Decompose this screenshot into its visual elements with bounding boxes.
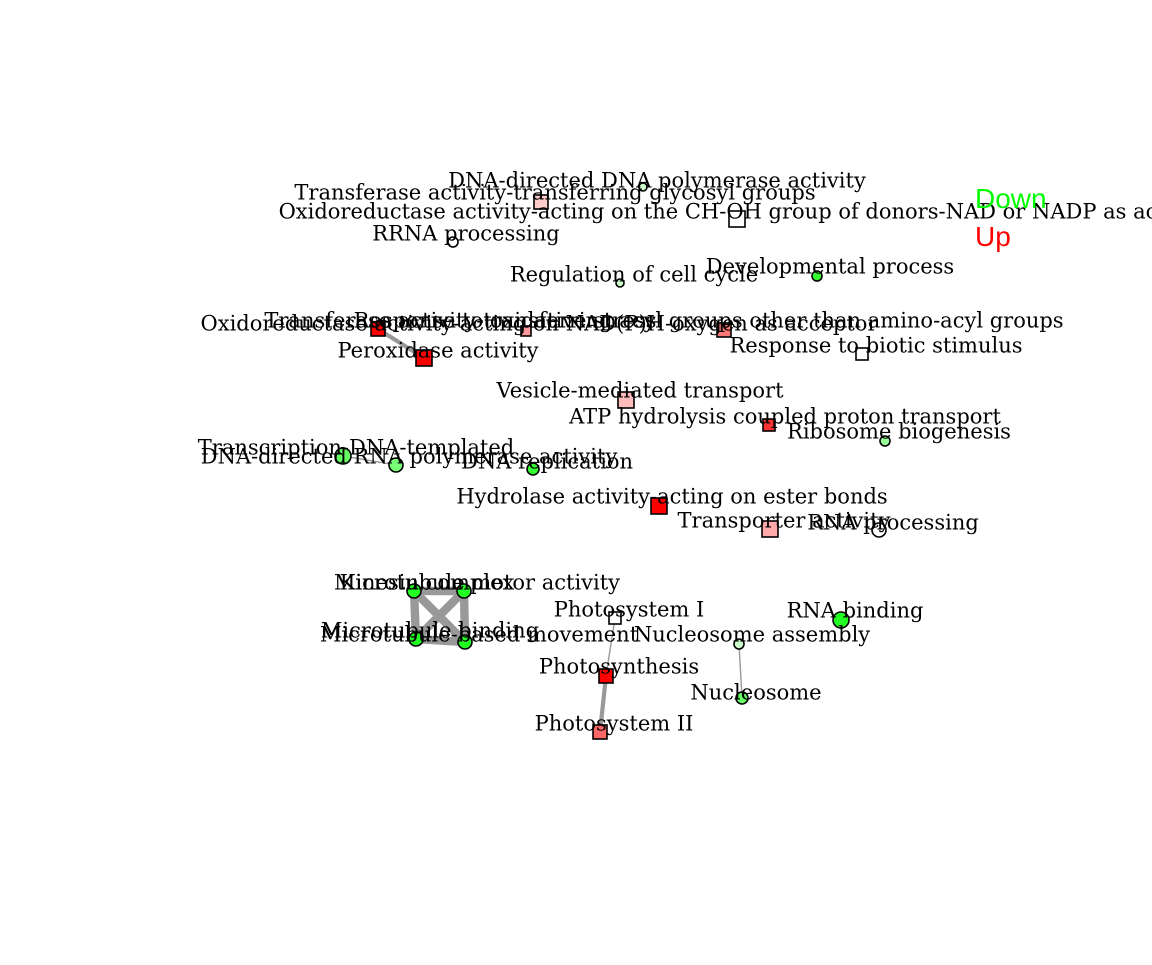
label-rna_proc: RNA processing bbox=[807, 511, 979, 535]
label-photosystem1: Photosystem I bbox=[554, 598, 705, 622]
label-resp_oxidative: Response to oxidative stress bbox=[354, 309, 657, 333]
labels-layer: DNA-directed DNA polymerase activityTran… bbox=[198, 169, 1152, 736]
label-rna_binding: RNA binding bbox=[787, 599, 924, 623]
node-resp_biotic bbox=[855, 347, 869, 361]
label-photosynthesis: Photosynthesis bbox=[539, 655, 699, 679]
node-nucleosome bbox=[735, 691, 749, 705]
edge-kinesin-micro_binding bbox=[409, 590, 421, 640]
node-transporter bbox=[761, 520, 779, 538]
edge-micro_motor-micro_movement bbox=[459, 590, 470, 643]
label-atp_hydro: ATP hydrolysis coupled proton transport bbox=[568, 405, 1001, 429]
label-transferase_acyl: Transferase activity-transferring acyl g… bbox=[264, 309, 1063, 333]
node-oxred_nadph bbox=[520, 325, 532, 337]
node-atp_hydro bbox=[762, 418, 776, 432]
node-reg_cell_cycle bbox=[615, 278, 625, 288]
node-dna_rna_pol bbox=[388, 457, 404, 473]
label-ribosome_bio: Ribosome biogenesis bbox=[787, 420, 1011, 444]
edge-photosystem1-photosynthesis bbox=[605, 617, 616, 677]
legend-down: Down bbox=[975, 183, 1047, 214]
edge-micro_binding-micro_movement bbox=[415, 634, 466, 647]
label-rrna_proc: RRNA processing bbox=[372, 222, 559, 246]
node-kinesin bbox=[406, 583, 422, 599]
node-micro_movement bbox=[457, 634, 473, 650]
label-oxred_choh: Oxidoreductase activity-acting on the CH… bbox=[279, 200, 1152, 224]
node-oxred_choh bbox=[728, 210, 746, 228]
label-oxred_nadph: Oxidoreductase activity-acting on NAD(P)… bbox=[201, 312, 879, 336]
label-transporter: Transporter activity bbox=[678, 509, 891, 533]
node-ribosome_bio bbox=[879, 435, 891, 447]
edge-photosynthesis-photosystem2 bbox=[597, 675, 609, 733]
label-resp_biotic: Response to biotic stimulus bbox=[729, 334, 1022, 358]
label-reg_cell_cycle: Regulation of cell cycle bbox=[510, 263, 758, 287]
label-nucleosome: Nucleosome bbox=[690, 681, 821, 705]
node-micro_motor bbox=[456, 583, 472, 599]
node-transferase_acyl bbox=[716, 322, 732, 338]
label-photosystem2: Photosystem II bbox=[535, 712, 694, 736]
node-hydrolase_ester bbox=[650, 497, 668, 515]
edges-layer bbox=[342, 327, 743, 733]
nodes-layer bbox=[334, 182, 891, 740]
label-transcription: Transcription-DNA-templated bbox=[198, 436, 515, 460]
label-micro_motor: Microtubule motor activity bbox=[334, 571, 620, 595]
node-transcription bbox=[334, 447, 352, 465]
node-vesicle bbox=[617, 391, 635, 409]
node-photosynthesis bbox=[598, 668, 614, 684]
node-rna_binding bbox=[832, 611, 850, 629]
node-rna_proc bbox=[871, 522, 887, 538]
label-nucleosome_asm: Nucleosome assembly bbox=[634, 623, 870, 647]
node-rrna_proc bbox=[447, 236, 459, 248]
edge-micro_motor-micro_binding bbox=[413, 588, 467, 642]
legend: Down Up bbox=[975, 183, 1047, 252]
node-photosystem2 bbox=[592, 724, 608, 740]
label-micro_movement: Microtubule-based movement bbox=[320, 623, 639, 647]
node-resp_oxidative bbox=[370, 321, 386, 337]
label-micro_binding: Microtubule binding bbox=[321, 619, 539, 643]
node-peroxidase bbox=[415, 349, 433, 367]
node-photosystem1 bbox=[608, 611, 622, 625]
label-vesicle: Vesicle-mediated transport bbox=[495, 379, 784, 403]
label-dev_process: Developmental process bbox=[706, 255, 954, 279]
label-hydrolase_ester: Hydrolase activity-acting on ester bonds bbox=[456, 485, 887, 509]
node-dna_repl bbox=[526, 462, 540, 476]
node-transferase_glyco bbox=[533, 194, 549, 210]
node-micro_binding bbox=[408, 631, 424, 647]
edge-transcription-dna_rna_pol bbox=[342, 455, 397, 466]
label-dna_repl: DNA replication bbox=[461, 450, 633, 474]
label-dna_rna_pol: DNA-directed RNA polymerase activity bbox=[201, 445, 618, 469]
label-peroxidase: Peroxidase activity bbox=[337, 339, 538, 363]
edge-nucleosome_asm-nucleosome bbox=[738, 643, 743, 699]
node-dev_process bbox=[811, 270, 823, 282]
node-nucleosome_asm bbox=[733, 638, 745, 650]
node-dna_pol bbox=[638, 182, 648, 192]
label-dna_pol: DNA-directed DNA polymerase activity bbox=[448, 169, 866, 193]
label-transferase_glyco: Transferase activity-transferring glycos… bbox=[294, 181, 815, 205]
legend-up: Up bbox=[975, 221, 1011, 252]
label-kinesin: Kinesin complex bbox=[340, 571, 515, 595]
